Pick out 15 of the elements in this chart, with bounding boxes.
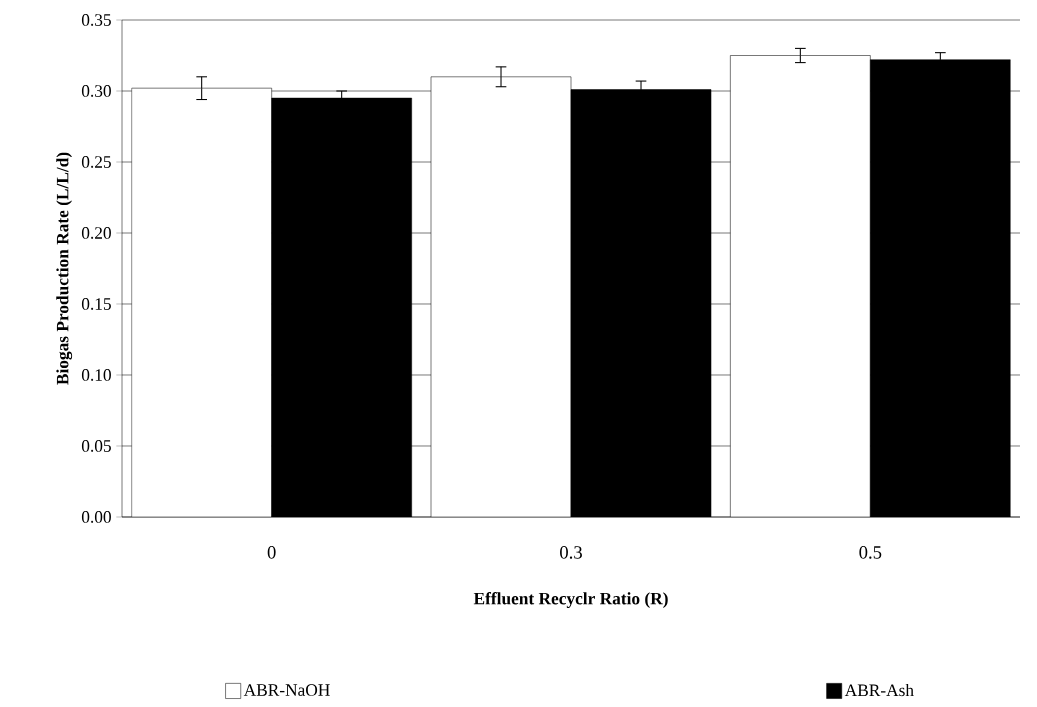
y-tick-label: 0.10 xyxy=(81,369,111,381)
x-tick-label: 0.5 xyxy=(859,546,882,559)
y-axis-title: Biogas Production Rate (L/L/d) xyxy=(56,152,73,385)
y-tick-label: 0.00 xyxy=(81,511,111,523)
x-tick-label: 0 xyxy=(267,546,276,559)
y-tick-label: 0.25 xyxy=(81,156,111,168)
legend-label: ABR-Ash xyxy=(844,683,914,697)
x-tick-label: 0.3 xyxy=(560,546,582,559)
x-axis-title: Effluent Recyclr Ratio (R) xyxy=(473,592,668,608)
legend-label: ABR-NaOH xyxy=(243,684,330,696)
y-tick-label: 0.30 xyxy=(81,85,111,97)
y-tick-label: 0.20 xyxy=(81,227,111,239)
y-tick-label: 0.15 xyxy=(81,298,111,310)
y-tick-label: 0.05 xyxy=(81,440,111,452)
y-tick-label: 0.35 xyxy=(81,14,111,26)
